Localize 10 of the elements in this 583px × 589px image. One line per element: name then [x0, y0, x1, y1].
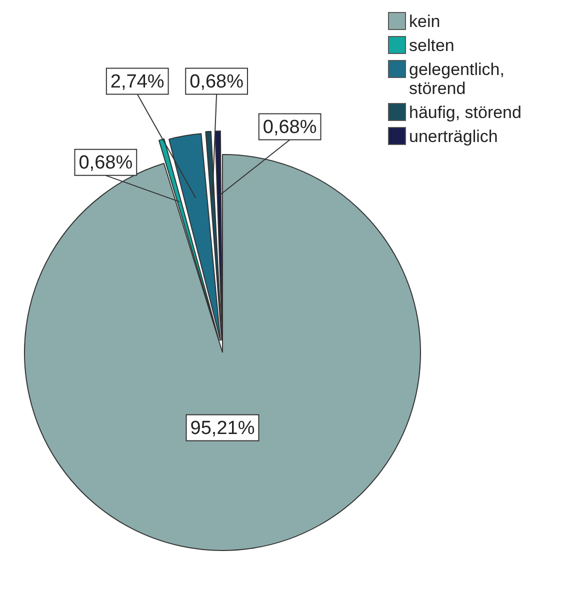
- data-label: 0,68%: [190, 71, 244, 92]
- legend-label: häufig, störend: [409, 103, 522, 122]
- data-label: 95,21%: [190, 418, 255, 439]
- data-label: 0,68%: [262, 117, 317, 138]
- data-label: 0,68%: [78, 152, 133, 174]
- legend-label: unerträglich: [409, 127, 498, 146]
- legend-label: selten: [409, 36, 454, 55]
- legend-label: kein: [409, 12, 440, 31]
- legend-label: gelegentlich, störend: [409, 60, 506, 98]
- data-label: 2,74%: [110, 71, 164, 92]
